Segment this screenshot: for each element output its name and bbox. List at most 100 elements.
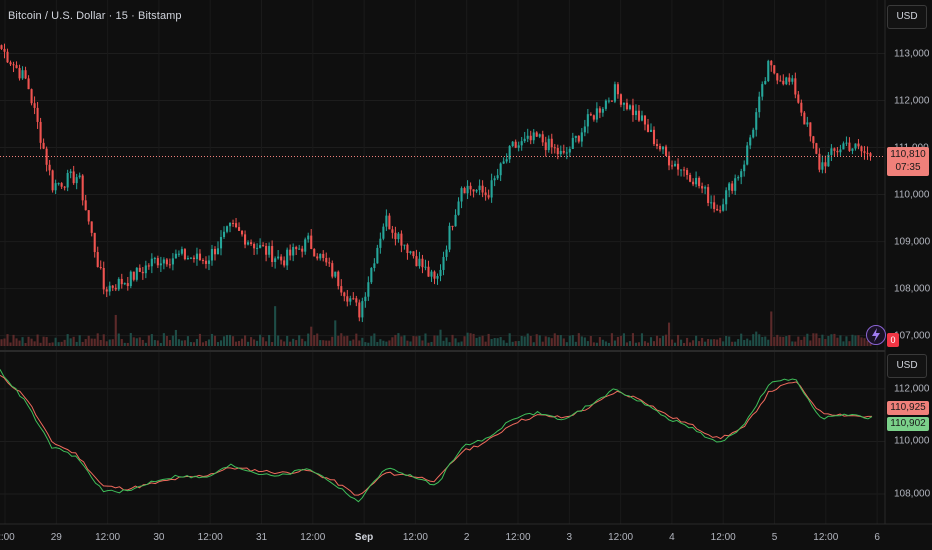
- volume-bar: [394, 334, 397, 346]
- volume-bar: [683, 342, 686, 346]
- volume-bar: [667, 322, 671, 346]
- lightning-icon[interactable]: [866, 325, 886, 345]
- time-tick-label: 3: [566, 532, 573, 543]
- volume-bar: [701, 337, 704, 346]
- time-tick-label: Sep: [354, 532, 374, 543]
- volume-bar: [283, 341, 286, 346]
- volume-bar: [123, 342, 126, 346]
- candle-body: [349, 298, 352, 302]
- volume-bar: [607, 342, 610, 346]
- candle-body: [295, 247, 298, 250]
- volume-bar: [286, 335, 289, 346]
- volume-bar: [677, 334, 680, 346]
- candle-body: [484, 192, 487, 196]
- candle-body: [316, 256, 319, 259]
- volume-bar: [216, 342, 220, 346]
- currency-button-main[interactable]: USD: [887, 5, 927, 29]
- candle-body: [114, 287, 117, 290]
- volume-bar: [385, 341, 388, 346]
- indicator-line: [0, 369, 873, 503]
- candle-body: [69, 171, 72, 174]
- volume-bar: [15, 338, 18, 346]
- volume-bar: [295, 340, 298, 346]
- candle-body: [764, 80, 767, 85]
- volume-bar: [207, 339, 211, 346]
- candle-body: [132, 271, 135, 280]
- candle-body: [186, 257, 189, 260]
- candle-body: [325, 257, 328, 263]
- volume-bar: [301, 338, 304, 346]
- candle-body: [271, 246, 274, 262]
- candle-body: [228, 222, 232, 227]
- volume-bar: [337, 335, 340, 346]
- volume-bar: [376, 341, 379, 346]
- volume-bar: [373, 333, 376, 346]
- volume-bar: [111, 339, 114, 346]
- last-price-value: 110,810: [890, 149, 926, 160]
- candle-body: [274, 258, 277, 262]
- volume-bar: [403, 335, 406, 346]
- candle-body: [376, 247, 379, 264]
- volume-bar: [280, 339, 283, 346]
- candle-body: [761, 84, 764, 97]
- volume-bar: [436, 335, 439, 346]
- candle-body: [568, 148, 571, 153]
- time-tick-label: 29: [50, 532, 62, 543]
- candle-body: [652, 129, 656, 145]
- candle-body: [658, 146, 662, 150]
- volume-bar: [800, 339, 803, 346]
- candle-body: [361, 301, 364, 318]
- candle-body: [481, 185, 484, 193]
- candle-body: [734, 178, 737, 191]
- volume-bar: [782, 336, 785, 346]
- candle-body: [244, 234, 247, 245]
- time-tick-label: 4: [669, 532, 675, 543]
- candle-body: [833, 148, 836, 151]
- volume-bar: [487, 333, 490, 346]
- candle-body: [292, 247, 295, 256]
- candle-body: [788, 77, 791, 82]
- candle-body: [848, 142, 851, 151]
- volume-bar: [319, 340, 322, 346]
- volume-bar: [430, 341, 433, 346]
- candle-body: [201, 260, 205, 262]
- volume-bar: [268, 334, 271, 346]
- candle-body: [406, 244, 409, 253]
- volume-bar: [189, 342, 192, 346]
- volume-bar: [749, 340, 752, 346]
- volume-bar: [613, 340, 616, 346]
- candle-body: [532, 132, 535, 141]
- volume-bar: [180, 340, 183, 346]
- volume-bar: [592, 342, 595, 346]
- volume-bar: [334, 320, 337, 346]
- volume-bar: [228, 334, 232, 346]
- currency-button-indicator[interactable]: USD: [887, 354, 927, 378]
- candle-body: [746, 145, 749, 165]
- candle-body: [619, 94, 622, 105]
- volume-bar: [165, 335, 168, 346]
- candle-body: [141, 271, 144, 274]
- volume-bar: [848, 341, 851, 346]
- candle-body: [791, 78, 794, 82]
- candle-body: [265, 246, 268, 255]
- candle-body: [794, 78, 797, 95]
- volume-bar: [313, 335, 316, 346]
- candle-body: [830, 148, 833, 155]
- volume-bar: [511, 341, 514, 346]
- candle-body: [412, 251, 415, 257]
- volume-bar: [463, 336, 466, 346]
- candle-body: [836, 150, 839, 153]
- candle-body: [150, 258, 153, 267]
- candle-body: [48, 164, 51, 171]
- candle-body: [559, 150, 562, 155]
- volume-bar: [716, 339, 719, 346]
- volume-bar: [421, 340, 424, 346]
- volume-bar: [532, 342, 535, 346]
- candle-body: [111, 285, 114, 288]
- volume-bar: [237, 340, 241, 346]
- volume-bar: [298, 335, 301, 346]
- volume-bar: [580, 336, 583, 346]
- candle-body: [743, 164, 746, 172]
- candle-body: [129, 271, 132, 287]
